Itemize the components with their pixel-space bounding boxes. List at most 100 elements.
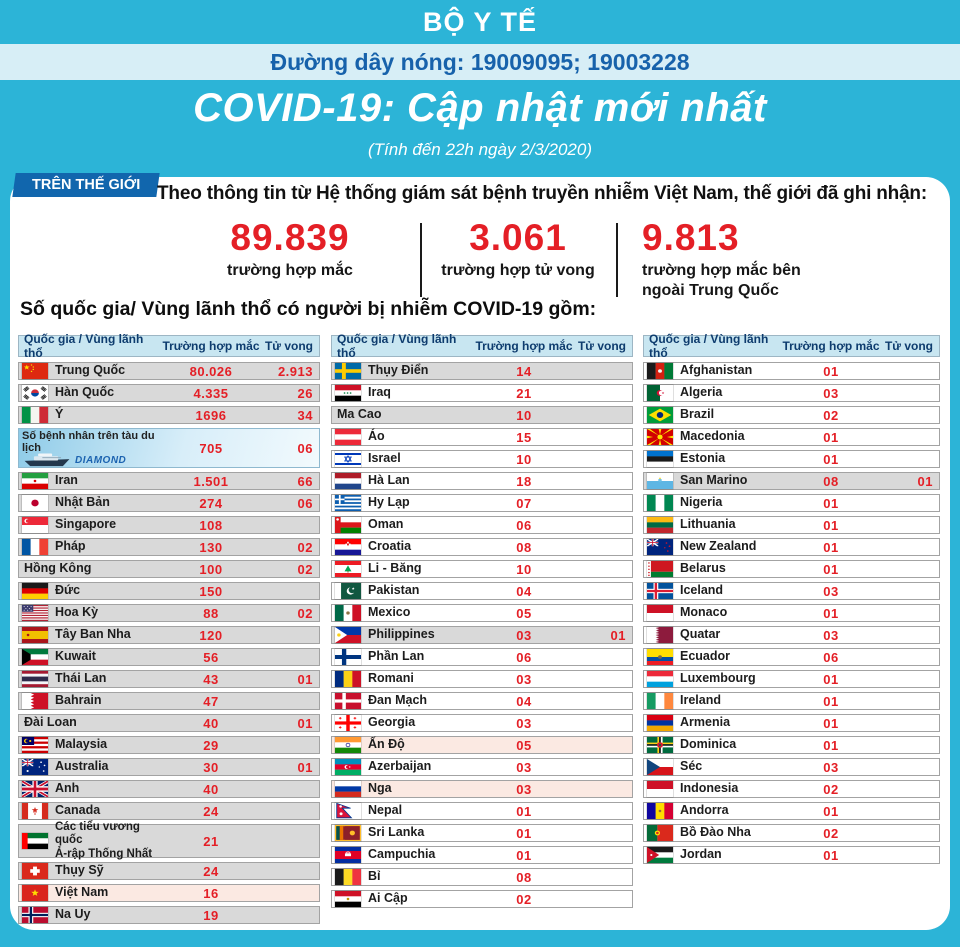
table-row: Israel 10 (331, 450, 633, 468)
cases-value: 03 (516, 759, 532, 775)
country-name: Ý (55, 407, 64, 422)
country-name: New Zealand (680, 539, 757, 554)
col-deaths-header: Tử vong (884, 339, 933, 353)
country-tables: Quốc gia / Vùng lãnh thổ Trường hợp mắc Tử… (10, 332, 950, 925)
flag-cn-icon (22, 363, 48, 379)
cases-value: 29 (203, 737, 219, 753)
stat-cases-label: trường hợp mắc (227, 262, 353, 279)
table-row: Jordan 01 (643, 846, 940, 864)
table-row: Andorra 01 (643, 802, 940, 820)
table-row: Ireland 01 (643, 692, 940, 710)
flag-dz-icon (647, 385, 673, 401)
table-row: Nigeria 01 (643, 494, 940, 512)
section-title: Số quốc gia/ Vùng lãnh thổ có người bị n… (20, 298, 597, 320)
table-row: Trung Quốc 80.026 2.913 (18, 362, 320, 380)
flag-cz-icon (647, 759, 673, 775)
cases-value: 24 (203, 803, 219, 819)
stat-outside-china-label: trường hợp mắc bên ngoài Trung Quốc (642, 262, 801, 299)
table-row: Bồ Đào Nha 02 (643, 824, 940, 842)
flag-nl-icon (335, 473, 361, 489)
table-row: Ecuador 06 (643, 648, 940, 666)
cases-value: 03 (823, 759, 839, 775)
col-country-header: Quốc gia / Vùng lãnh thổ (649, 332, 769, 360)
cases-value: 03 (516, 627, 532, 643)
country-name: Hàn Quốc (55, 385, 115, 400)
country-name: Israel (368, 451, 401, 466)
stat-deaths-value: 3.061 (469, 217, 567, 258)
flag-ir-icon (22, 473, 48, 489)
cases-value: 21 (516, 385, 532, 401)
table-row: Các tiểu vương quốc Ả-rập Thống Nhất 21 (18, 821, 320, 860)
flag-kw-icon (22, 649, 48, 665)
country-name: Na Uy (55, 907, 91, 922)
world-panel: TRÊN THẾ GIỚI Theo thông tin từ Hệ thống… (10, 173, 950, 930)
flag-in-icon (335, 737, 361, 753)
country-name: Bồ Đào Nha (680, 825, 751, 840)
deaths-value: 01 (610, 627, 626, 643)
table-row: Malaysia 29 (18, 736, 320, 754)
cases-value: 03 (516, 671, 532, 687)
cases-value: 03 (823, 627, 839, 643)
flag-be-icon (335, 869, 361, 885)
table-row: Số bệnh nhân trên tàu du lịch DIAMOND 705 0… (18, 428, 320, 468)
flag-af-icon (647, 363, 673, 379)
table-header-row: Quốc gia / Vùng lãnh thổ Trường hợp mắc Tử… (643, 332, 940, 360)
cases-value: 01 (823, 693, 839, 709)
cases-value: 4.335 (193, 385, 229, 401)
cases-value: 01 (823, 429, 839, 445)
table-row: Áo 15 (331, 428, 633, 446)
cases-value: 130 (199, 539, 223, 555)
cases-value: 01 (823, 495, 839, 511)
table-row: Belarus 01 (643, 560, 940, 578)
deaths-value: 66 (297, 473, 313, 489)
stat-divider (616, 223, 618, 297)
deaths-value: 26 (297, 385, 313, 401)
deaths-value: 01 (297, 671, 313, 687)
country-name: Ai Cập (368, 891, 408, 906)
country-name: Oman (368, 517, 404, 532)
table-row: Hy Lạp 07 (331, 494, 633, 512)
page-title: COVID-19: Cập nhật mới nhất (193, 86, 767, 130)
country-name: Bahrain (55, 693, 102, 708)
table-row: Tây Ban Nha 120 (18, 626, 320, 644)
country-name: Georgia (368, 715, 416, 730)
cases-value: 03 (823, 385, 839, 401)
cases-value: 08 (516, 869, 532, 885)
cases-value: 43 (203, 671, 219, 687)
country-name: Việt Nam (55, 885, 109, 900)
cases-value: 47 (203, 693, 219, 709)
cases-value: 01 (823, 847, 839, 863)
table-row: Canada 24 (18, 802, 320, 820)
country-name: Monaco (680, 605, 728, 620)
flag-qa-icon (647, 627, 673, 643)
table-row: Quatar 03 (643, 626, 940, 644)
cases-value: 15 (516, 429, 532, 445)
cruise-ship-name: DIAMOND (75, 454, 127, 466)
table-row: Romani 03 (331, 670, 633, 688)
table-row: Ma Cao 10 (331, 406, 633, 424)
cases-value: 01 (823, 451, 839, 467)
table-row: Monaco 01 (643, 604, 940, 622)
flag-se-icon (335, 363, 361, 379)
flag-kr-icon (22, 385, 48, 401)
flag-ie-icon (647, 693, 673, 709)
country-name: Andorra (680, 803, 729, 818)
country-name: Phần Lan (368, 649, 425, 664)
country-name: Belarus (680, 561, 726, 576)
table-row: Nhật Bản 274 06 (18, 494, 320, 512)
country-name: Philippines (368, 627, 435, 642)
stat-cases-value: 89.839 (230, 217, 350, 258)
table-row: Ai Cập 02 (331, 890, 633, 908)
table-row: Đức 150 (18, 582, 320, 600)
flag-gr-icon (335, 495, 361, 511)
table-row: Li - Băng 10 (331, 560, 633, 578)
table-row: Bahrain 47 (18, 692, 320, 710)
diamond-princess-label: Số bệnh nhân trên tàu du lịch DIAMOND (19, 429, 161, 467)
table-row: Campuchia 01 (331, 846, 633, 864)
table-row: Đài Loan 40 01 (18, 714, 320, 732)
cases-value: 150 (199, 583, 223, 599)
table-row: Mexico 05 (331, 604, 633, 622)
table-row: Iraq 21 (331, 384, 633, 402)
cases-value: 03 (516, 781, 532, 797)
